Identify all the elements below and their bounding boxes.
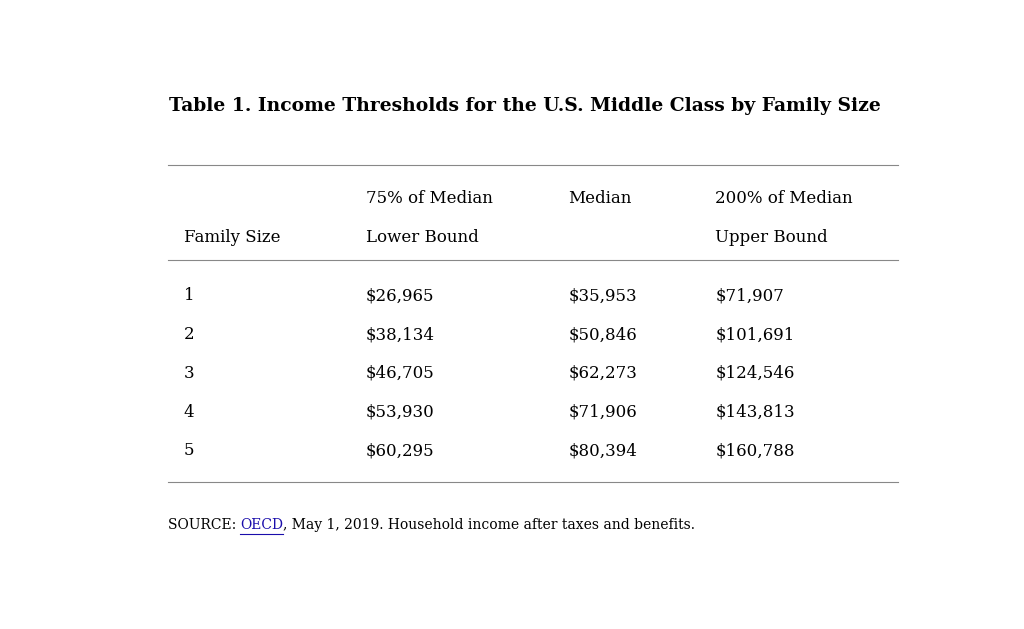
Text: 4: 4: [183, 404, 195, 421]
Text: Family Size: Family Size: [183, 229, 280, 246]
Text: 1: 1: [183, 287, 195, 304]
Text: 200% of Median: 200% of Median: [715, 191, 853, 208]
Text: 75% of Median: 75% of Median: [367, 191, 493, 208]
Text: Lower Bound: Lower Bound: [367, 229, 479, 246]
Text: Table 1. Income Thresholds for the U.S. Middle Class by Family Size: Table 1. Income Thresholds for the U.S. …: [169, 97, 881, 115]
Text: 2: 2: [183, 326, 195, 343]
Text: $71,907: $71,907: [715, 287, 784, 304]
Text: $124,546: $124,546: [715, 365, 795, 382]
Text: $46,705: $46,705: [367, 365, 435, 382]
Text: SOURCE:: SOURCE:: [168, 518, 241, 532]
Text: $26,965: $26,965: [367, 287, 434, 304]
Text: Upper Bound: Upper Bound: [715, 229, 827, 246]
Text: $80,394: $80,394: [568, 442, 637, 459]
Text: $53,930: $53,930: [367, 404, 435, 421]
Text: $38,134: $38,134: [367, 326, 435, 343]
Text: $71,906: $71,906: [568, 404, 637, 421]
Text: $101,691: $101,691: [715, 326, 795, 343]
Text: Median: Median: [568, 191, 632, 208]
Text: 3: 3: [183, 365, 195, 382]
Text: OECD: OECD: [241, 518, 284, 532]
Text: 5: 5: [183, 442, 195, 459]
Text: $50,846: $50,846: [568, 326, 637, 343]
Text: $143,813: $143,813: [715, 404, 795, 421]
Text: $35,953: $35,953: [568, 287, 637, 304]
Text: , May 1, 2019. Household income after taxes and benefits.: , May 1, 2019. Household income after ta…: [284, 518, 695, 532]
Text: $160,788: $160,788: [715, 442, 795, 459]
Text: $62,273: $62,273: [568, 365, 637, 382]
Text: $60,295: $60,295: [367, 442, 435, 459]
